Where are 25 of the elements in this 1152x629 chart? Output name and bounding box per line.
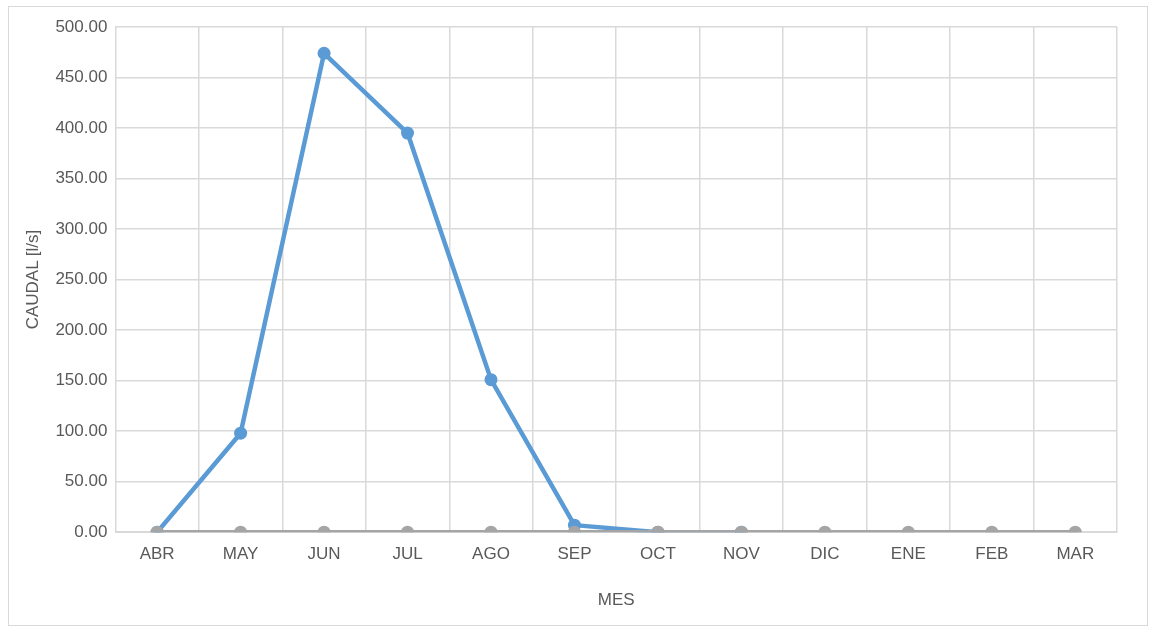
x-tick-label: ABR bbox=[139, 544, 175, 564]
x-axis-title: MES bbox=[597, 590, 635, 610]
x-tick-label: NOV bbox=[722, 544, 761, 564]
x-tick-label: AGO bbox=[472, 544, 510, 564]
x-tick-label: JUL bbox=[392, 544, 423, 564]
x-tick-label: FEB bbox=[975, 544, 1009, 564]
y-tick-label: 0.00 bbox=[74, 521, 108, 541]
x-tick-label: ENE bbox=[890, 544, 926, 564]
x-tick-label: DIC bbox=[810, 544, 840, 564]
y-tick-label: 500.00 bbox=[55, 16, 108, 36]
y-tick-label: 50.00 bbox=[64, 471, 108, 491]
x-tick-label: JUN bbox=[307, 544, 341, 564]
x-tick-label: SEP bbox=[557, 544, 592, 564]
y-tick-label: 450.00 bbox=[55, 67, 108, 87]
y-tick-label: 150.00 bbox=[55, 370, 108, 390]
y-tick-label: 350.00 bbox=[55, 168, 108, 188]
y-tick-label: 200.00 bbox=[55, 319, 108, 339]
y-tick-label: 400.00 bbox=[55, 117, 108, 137]
y-axis-title: CAUDAL [l/s] bbox=[22, 229, 42, 330]
x-tick-label: OCT bbox=[639, 544, 676, 564]
y-tick-label: 100.00 bbox=[55, 420, 108, 440]
y-tick-label: 300.00 bbox=[55, 218, 108, 238]
x-tick-label: MAY bbox=[222, 544, 259, 564]
y-tick-label: 250.00 bbox=[55, 269, 108, 289]
x-tick-label: MAR bbox=[1056, 544, 1095, 564]
